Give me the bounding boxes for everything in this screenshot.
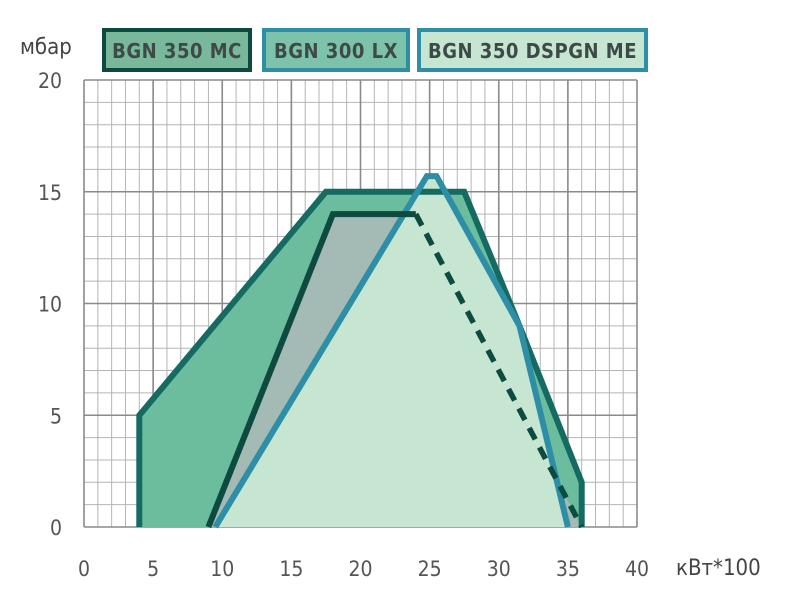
y-tick-labels: 0 5 10 15 20 xyxy=(38,69,62,540)
y-axis-label: мбар xyxy=(20,35,72,60)
series-lines xyxy=(136,173,585,529)
x-tick-label: 5 xyxy=(147,557,159,581)
y-tick-label: 10 xyxy=(38,293,62,317)
x-tick-label: 40 xyxy=(625,557,649,581)
y-tick-label: 15 xyxy=(38,181,62,205)
y-tick-label: 0 xyxy=(50,516,62,540)
x-axis-label: кВт*100 xyxy=(676,556,761,581)
legend-swatch xyxy=(102,28,252,72)
legend-label: BGN 300 LX xyxy=(274,39,398,63)
legend: BGN 350 MC BGN 300 LX BGN 350 DSPGN ME xyxy=(102,28,648,72)
y-tick-label: 20 xyxy=(38,69,62,93)
line-bgn-350-dspgn-me xyxy=(212,173,571,529)
x-tick-label: 35 xyxy=(556,557,580,581)
x-tick-label: 25 xyxy=(418,557,442,581)
legend-item-bgn-350-mc: BGN 350 MC xyxy=(102,28,252,72)
y-tick-label: 5 xyxy=(50,404,62,428)
legend-label: BGN 350 MC xyxy=(112,39,242,63)
x-tick-label: 0 xyxy=(78,557,90,581)
series-areas xyxy=(139,176,582,528)
x-tick-label: 20 xyxy=(348,557,372,581)
legend-swatch xyxy=(262,28,410,72)
x-tick-label: 30 xyxy=(487,557,511,581)
line-bgn-350-mc xyxy=(136,188,585,527)
x-tick-label: 10 xyxy=(210,557,234,581)
legend-label: BGN 350 DSPGN ME xyxy=(428,39,637,63)
legend-item-bgn-300-lx: BGN 300 LX xyxy=(262,28,410,72)
area-bgn-350-dspgn-me xyxy=(215,176,568,527)
x-tick-labels: 0 5 10 15 20 25 30 35 40 xyxy=(78,557,649,581)
line-bgn-300-lx xyxy=(205,211,416,529)
line-dashed-bgn-300-lx xyxy=(413,212,585,529)
legend-swatch xyxy=(417,28,648,72)
x-tick-label: 15 xyxy=(279,557,303,581)
legend-item-bgn-350-dspgn-me: BGN 350 DSPGN ME xyxy=(417,28,648,72)
